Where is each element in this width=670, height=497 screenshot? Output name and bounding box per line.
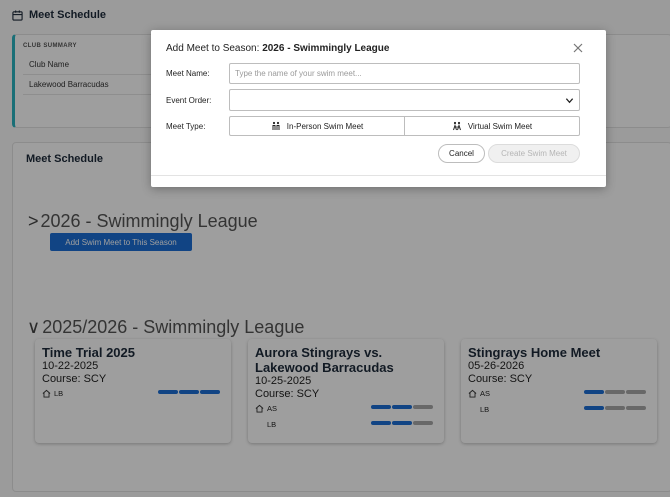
progress-segment xyxy=(626,390,646,394)
progress-segment xyxy=(158,390,178,394)
team-abbrev: LB xyxy=(267,419,277,429)
chevron-right-icon: > xyxy=(28,211,39,231)
home-icon xyxy=(255,404,264,413)
chevron-down-icon xyxy=(565,98,574,104)
progress-segment xyxy=(413,405,433,409)
progress-bars xyxy=(584,406,646,410)
team-abbrev: AS xyxy=(267,403,278,413)
meet-name: Stingrays Home Meet xyxy=(468,345,601,360)
team-row: LB xyxy=(42,386,224,400)
club-summary-table: Club Name Lakewood Barracudas xyxy=(23,55,171,95)
team-abbrev: LB xyxy=(54,388,64,398)
progress-segment xyxy=(200,390,220,394)
meet-course: Course: SCY xyxy=(255,388,320,400)
modal-footer-divider xyxy=(151,175,606,176)
season-header-2025-2026[interactable]: ∨ 2025/2026 - Swimmingly League xyxy=(27,317,304,338)
modal-title: Add Meet to Season: 2026 - Swimmingly Le… xyxy=(166,43,390,54)
progress-segment xyxy=(626,406,646,410)
meet-date: 10-22-2025 xyxy=(42,360,99,372)
add-meet-modal: Add Meet to Season: 2026 - Swimmingly Le… xyxy=(151,30,606,187)
progress-segment xyxy=(392,421,412,425)
team-row: LB xyxy=(255,417,437,431)
meet-type-label: Meet Type: xyxy=(166,122,206,131)
chevron-down-icon: ∨ xyxy=(27,317,41,337)
virtual-label: Virtual Swim Meet xyxy=(467,121,533,131)
meet-date: 10-25-2025 xyxy=(255,375,312,387)
club-summary-label: CLUB SUMMARY xyxy=(23,43,77,49)
page-header: Meet Schedule xyxy=(12,9,106,21)
modal-season-name: 2026 - Swimmingly League xyxy=(262,43,390,54)
progress-segment xyxy=(371,421,391,425)
meet-name-input[interactable] xyxy=(229,63,580,84)
progress-segment xyxy=(179,390,199,394)
team-abbrev: AS xyxy=(480,388,491,398)
meet-course: Course: SCY xyxy=(468,373,533,385)
progress-bars xyxy=(158,390,220,394)
swimmers-icon xyxy=(272,121,280,130)
season-header-2026[interactable]: > 2026 - Swimmingly League xyxy=(28,211,258,232)
close-icon xyxy=(573,43,583,53)
page-title: Meet Schedule xyxy=(29,9,107,21)
team-abbrev: LB xyxy=(480,404,490,414)
in-person-meet-button[interactable]: In-Person Swim Meet xyxy=(229,116,405,136)
progress-segment xyxy=(584,390,604,394)
progress-bars xyxy=(371,405,433,409)
meet-course: Course: SCY xyxy=(42,373,107,385)
close-button[interactable] xyxy=(571,41,585,55)
progress-bars xyxy=(584,390,646,394)
event-order-select[interactable] xyxy=(229,89,580,111)
meet-name: Aurora Stingrays vs. Lakewood Barracudas xyxy=(255,345,394,375)
virtual-meet-button[interactable]: Virtual Swim Meet xyxy=(404,116,580,136)
season-name: 2025/2026 - Swimmingly League xyxy=(42,317,305,337)
schedule-title: Meet Schedule xyxy=(26,153,104,165)
home-icon xyxy=(468,389,477,398)
season-name: 2026 - Swimmingly League xyxy=(40,211,258,231)
in-person-label: In-Person Swim Meet xyxy=(286,121,364,131)
meet-name: Time Trial 2025 xyxy=(42,345,135,360)
meet-card[interactable]: Time Trial 2025 10-22-2025 Course: SCY L… xyxy=(35,339,231,443)
cancel-button[interactable]: Cancel xyxy=(438,144,485,163)
progress-bars xyxy=(371,421,433,425)
meet-card[interactable]: Aurora Stingrays vs. Lakewood Barracudas… xyxy=(248,339,444,443)
team-row: AS xyxy=(468,386,650,400)
progress-segment xyxy=(605,390,625,394)
meet-card[interactable]: Stingrays Home Meet 05-26-2026 Course: S… xyxy=(461,339,657,443)
progress-segment xyxy=(605,406,625,410)
progress-segment xyxy=(413,421,433,425)
club-name-header: Club Name xyxy=(23,55,171,75)
add-swim-meet-button[interactable]: Add Swim Meet to This Season xyxy=(50,233,192,251)
calendar-icon xyxy=(12,9,23,21)
progress-segment xyxy=(584,406,604,410)
club-name-value: Lakewood Barracudas xyxy=(23,75,171,95)
create-swim-meet-button[interactable]: Create Swim Meet xyxy=(488,144,580,163)
team-row: LB xyxy=(468,402,650,416)
event-order-label: Event Order: xyxy=(166,96,212,105)
progress-segment xyxy=(371,405,391,409)
team-row: AS xyxy=(255,401,437,415)
home-icon xyxy=(42,389,51,398)
progress-segment xyxy=(392,405,412,409)
meet-date: 05-26-2026 xyxy=(468,360,525,372)
meet-name-label: Meet Name: xyxy=(166,69,210,78)
virtual-swimmers-icon xyxy=(452,121,461,131)
